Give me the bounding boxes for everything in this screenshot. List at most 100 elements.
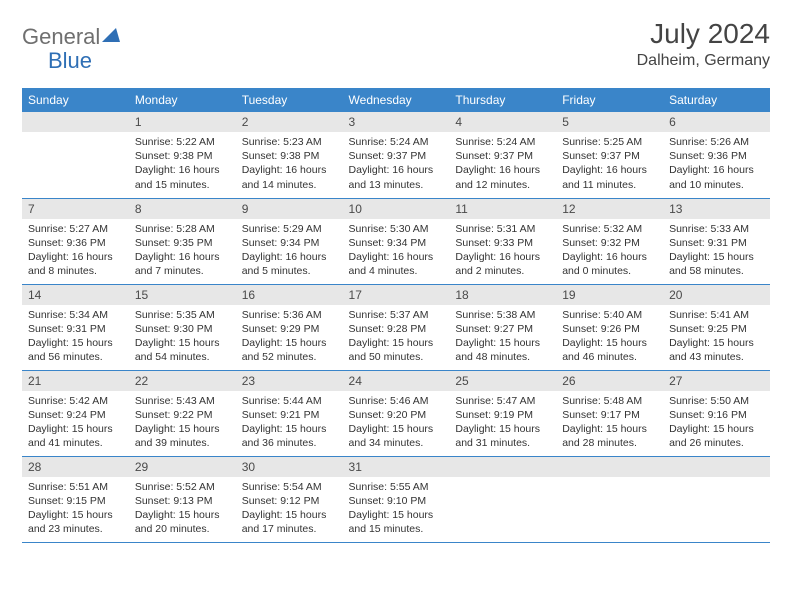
brand-shape-icon: [102, 28, 120, 47]
day-details: Sunrise: 5:22 AMSunset: 9:38 PMDaylight:…: [129, 132, 236, 197]
day-details: Sunrise: 5:31 AMSunset: 9:33 PMDaylight:…: [449, 219, 556, 284]
day-number: 13: [663, 199, 770, 219]
brand-part1: General: [22, 24, 100, 50]
day-details: Sunrise: 5:34 AMSunset: 9:31 PMDaylight:…: [22, 305, 129, 370]
brand-logo: General: [22, 24, 122, 50]
day-details: Sunrise: 5:27 AMSunset: 9:36 PMDaylight:…: [22, 219, 129, 284]
day-number: 1: [129, 112, 236, 132]
day-number: 31: [343, 457, 450, 477]
calendar-week-row: 7Sunrise: 5:27 AMSunset: 9:36 PMDaylight…: [22, 198, 770, 284]
day-details: Sunrise: 5:41 AMSunset: 9:25 PMDaylight:…: [663, 305, 770, 370]
weekday-header: Wednesday: [343, 88, 450, 112]
day-details: Sunrise: 5:23 AMSunset: 9:38 PMDaylight:…: [236, 132, 343, 197]
day-number: 4: [449, 112, 556, 132]
day-number: 29: [129, 457, 236, 477]
calendar-day-cell: 19Sunrise: 5:40 AMSunset: 9:26 PMDayligh…: [556, 284, 663, 370]
calendar-day-cell: [22, 112, 129, 198]
calendar-day-cell: 9Sunrise: 5:29 AMSunset: 9:34 PMDaylight…: [236, 198, 343, 284]
day-number: 9: [236, 199, 343, 219]
day-details: Sunrise: 5:35 AMSunset: 9:30 PMDaylight:…: [129, 305, 236, 370]
calendar-day-cell: 31Sunrise: 5:55 AMSunset: 9:10 PMDayligh…: [343, 456, 450, 542]
day-details: Sunrise: 5:43 AMSunset: 9:22 PMDaylight:…: [129, 391, 236, 456]
weekday-header-row: SundayMondayTuesdayWednesdayThursdayFrid…: [22, 88, 770, 112]
calendar-day-cell: 7Sunrise: 5:27 AMSunset: 9:36 PMDaylight…: [22, 198, 129, 284]
day-details: Sunrise: 5:24 AMSunset: 9:37 PMDaylight:…: [343, 132, 450, 197]
day-details: Sunrise: 5:37 AMSunset: 9:28 PMDaylight:…: [343, 305, 450, 370]
calendar-day-cell: 4Sunrise: 5:24 AMSunset: 9:37 PMDaylight…: [449, 112, 556, 198]
day-number-empty: [556, 457, 663, 477]
calendar-day-cell: 10Sunrise: 5:30 AMSunset: 9:34 PMDayligh…: [343, 198, 450, 284]
day-details: Sunrise: 5:29 AMSunset: 9:34 PMDaylight:…: [236, 219, 343, 284]
weekday-header: Thursday: [449, 88, 556, 112]
day-number: 6: [663, 112, 770, 132]
day-number: 26: [556, 371, 663, 391]
day-number-empty: [449, 457, 556, 477]
day-details: Sunrise: 5:52 AMSunset: 9:13 PMDaylight:…: [129, 477, 236, 542]
weekday-header: Monday: [129, 88, 236, 112]
day-number: 17: [343, 285, 450, 305]
day-details: Sunrise: 5:26 AMSunset: 9:36 PMDaylight:…: [663, 132, 770, 197]
day-number: 22: [129, 371, 236, 391]
day-number: 20: [663, 285, 770, 305]
day-details: Sunrise: 5:38 AMSunset: 9:27 PMDaylight:…: [449, 305, 556, 370]
calendar-week-row: 28Sunrise: 5:51 AMSunset: 9:15 PMDayligh…: [22, 456, 770, 542]
calendar-day-cell: 12Sunrise: 5:32 AMSunset: 9:32 PMDayligh…: [556, 198, 663, 284]
day-details: Sunrise: 5:46 AMSunset: 9:20 PMDaylight:…: [343, 391, 450, 456]
day-number: 2: [236, 112, 343, 132]
day-number: 19: [556, 285, 663, 305]
calendar-day-cell: 20Sunrise: 5:41 AMSunset: 9:25 PMDayligh…: [663, 284, 770, 370]
day-details: Sunrise: 5:25 AMSunset: 9:37 PMDaylight:…: [556, 132, 663, 197]
day-number: 24: [343, 371, 450, 391]
calendar-day-cell: 5Sunrise: 5:25 AMSunset: 9:37 PMDaylight…: [556, 112, 663, 198]
calendar-body: 1Sunrise: 5:22 AMSunset: 9:38 PMDaylight…: [22, 112, 770, 542]
calendar-day-cell: [663, 456, 770, 542]
calendar-day-cell: 18Sunrise: 5:38 AMSunset: 9:27 PMDayligh…: [449, 284, 556, 370]
day-details: Sunrise: 5:42 AMSunset: 9:24 PMDaylight:…: [22, 391, 129, 456]
page-title: July 2024: [637, 18, 770, 50]
day-number: 15: [129, 285, 236, 305]
calendar-day-cell: 8Sunrise: 5:28 AMSunset: 9:35 PMDaylight…: [129, 198, 236, 284]
calendar-day-cell: 2Sunrise: 5:23 AMSunset: 9:38 PMDaylight…: [236, 112, 343, 198]
day-details: Sunrise: 5:40 AMSunset: 9:26 PMDaylight:…: [556, 305, 663, 370]
day-details: Sunrise: 5:50 AMSunset: 9:16 PMDaylight:…: [663, 391, 770, 456]
day-details: Sunrise: 5:47 AMSunset: 9:19 PMDaylight:…: [449, 391, 556, 456]
calendar-page: General July 2024 Dalheim, Germany Blue …: [0, 0, 792, 561]
weekday-header: Friday: [556, 88, 663, 112]
calendar-day-cell: 13Sunrise: 5:33 AMSunset: 9:31 PMDayligh…: [663, 198, 770, 284]
day-number: 14: [22, 285, 129, 305]
day-details: Sunrise: 5:32 AMSunset: 9:32 PMDaylight:…: [556, 219, 663, 284]
calendar-week-row: 21Sunrise: 5:42 AMSunset: 9:24 PMDayligh…: [22, 370, 770, 456]
day-number: 16: [236, 285, 343, 305]
day-details: Sunrise: 5:33 AMSunset: 9:31 PMDaylight:…: [663, 219, 770, 284]
day-details: Sunrise: 5:24 AMSunset: 9:37 PMDaylight:…: [449, 132, 556, 197]
calendar-day-cell: 29Sunrise: 5:52 AMSunset: 9:13 PMDayligh…: [129, 456, 236, 542]
day-number: 11: [449, 199, 556, 219]
brand-part2: Blue: [48, 48, 92, 73]
calendar-day-cell: 6Sunrise: 5:26 AMSunset: 9:36 PMDaylight…: [663, 112, 770, 198]
day-number: 3: [343, 112, 450, 132]
calendar-day-cell: [449, 456, 556, 542]
day-number: 7: [22, 199, 129, 219]
day-number: 18: [449, 285, 556, 305]
day-number-empty: [22, 112, 129, 132]
calendar-day-cell: 28Sunrise: 5:51 AMSunset: 9:15 PMDayligh…: [22, 456, 129, 542]
calendar-day-cell: 30Sunrise: 5:54 AMSunset: 9:12 PMDayligh…: [236, 456, 343, 542]
day-number: 30: [236, 457, 343, 477]
day-number: 8: [129, 199, 236, 219]
day-details: Sunrise: 5:28 AMSunset: 9:35 PMDaylight:…: [129, 219, 236, 284]
day-number: 27: [663, 371, 770, 391]
day-number: 28: [22, 457, 129, 477]
day-details: Sunrise: 5:44 AMSunset: 9:21 PMDaylight:…: [236, 391, 343, 456]
day-number: 23: [236, 371, 343, 391]
calendar-day-cell: 11Sunrise: 5:31 AMSunset: 9:33 PMDayligh…: [449, 198, 556, 284]
calendar-week-row: 14Sunrise: 5:34 AMSunset: 9:31 PMDayligh…: [22, 284, 770, 370]
calendar-day-cell: 16Sunrise: 5:36 AMSunset: 9:29 PMDayligh…: [236, 284, 343, 370]
calendar-day-cell: 21Sunrise: 5:42 AMSunset: 9:24 PMDayligh…: [22, 370, 129, 456]
calendar-day-cell: 22Sunrise: 5:43 AMSunset: 9:22 PMDayligh…: [129, 370, 236, 456]
calendar-day-cell: 24Sunrise: 5:46 AMSunset: 9:20 PMDayligh…: [343, 370, 450, 456]
calendar-day-cell: 17Sunrise: 5:37 AMSunset: 9:28 PMDayligh…: [343, 284, 450, 370]
weekday-header: Sunday: [22, 88, 129, 112]
calendar-day-cell: 1Sunrise: 5:22 AMSunset: 9:38 PMDaylight…: [129, 112, 236, 198]
calendar-day-cell: 25Sunrise: 5:47 AMSunset: 9:19 PMDayligh…: [449, 370, 556, 456]
weekday-header: Saturday: [663, 88, 770, 112]
